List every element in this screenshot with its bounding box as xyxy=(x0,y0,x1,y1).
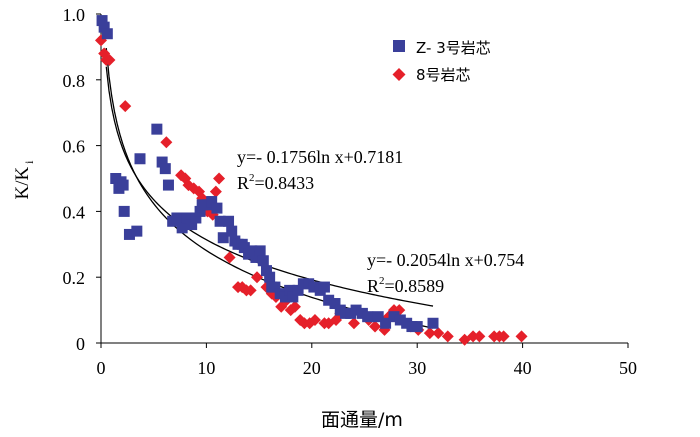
data-point-square xyxy=(181,212,193,224)
legend-label-z3: Z- 3号岩芯 xyxy=(416,39,491,57)
data-point-diamond xyxy=(250,271,263,284)
data-point-diamond xyxy=(209,185,222,198)
data-point-square xyxy=(134,153,146,165)
data-point-square xyxy=(308,281,320,293)
fit-1-r2-exp: 2 xyxy=(249,172,255,184)
x-tick-label: 10 xyxy=(197,358,215,378)
data-point-square xyxy=(362,311,374,323)
data-point-square xyxy=(292,284,304,296)
data-point-square xyxy=(250,251,262,263)
data-point-square xyxy=(380,317,392,329)
data-point-square xyxy=(287,291,299,303)
data-point-diamond xyxy=(369,320,382,333)
data-point-square xyxy=(194,205,206,217)
fit-2-r2: R2=0.8589 xyxy=(367,275,444,296)
fit-2-equation: y=- 0.2054ln x+0.754 xyxy=(367,250,524,270)
data-point-diamond xyxy=(347,317,360,330)
data-point-square xyxy=(156,156,168,168)
data-point-diamond xyxy=(288,300,301,313)
data-point-square xyxy=(411,321,423,333)
x-tick-label: 40 xyxy=(514,358,532,378)
legend-marker-square xyxy=(393,40,405,52)
ticks: 0 10 20 30 40 50 0 0.2 0.4 0.6 0.8 1.0 xyxy=(63,5,638,378)
data-point-square xyxy=(372,311,384,323)
data-point-diamond xyxy=(432,327,445,340)
legend-marker-diamond xyxy=(392,68,406,81)
data-point-square xyxy=(206,196,218,208)
data-point-diamond xyxy=(223,251,236,264)
legend: Z- 3号岩芯 8号岩芯 xyxy=(392,39,491,84)
data-point-square xyxy=(186,219,198,231)
series-z3 xyxy=(96,15,439,333)
data-point-square xyxy=(323,294,335,306)
data-point-square xyxy=(214,215,226,227)
data-point-square xyxy=(226,225,238,237)
data-point-square xyxy=(264,271,276,283)
y-tick-label: 0.4 xyxy=(63,202,86,222)
data-point-square xyxy=(329,298,341,310)
data-point-square xyxy=(394,314,406,326)
data-point-square xyxy=(427,317,439,329)
x-tick-label: 30 xyxy=(408,358,426,378)
data-point-square xyxy=(131,225,143,237)
data-point-square xyxy=(217,232,229,244)
data-point-diamond xyxy=(119,100,132,113)
data-point-diamond xyxy=(497,330,510,343)
data-point-square xyxy=(246,245,258,257)
data-point-square xyxy=(162,179,174,191)
y-tick-label: 1.0 xyxy=(63,5,86,25)
fit-1-equation: y=- 0.1756ln x+0.7181 xyxy=(237,147,403,167)
data-point-diamond xyxy=(473,330,486,343)
data-point-square xyxy=(117,179,129,191)
data-point-diamond xyxy=(244,284,257,297)
data-point-square xyxy=(190,212,202,224)
data-point-square xyxy=(257,255,269,267)
annotation-fit-1: y=- 0.1756ln x+0.7181 R2=0.8433 xyxy=(237,147,403,193)
data-point-square xyxy=(223,215,235,227)
data-point-square xyxy=(260,265,272,277)
data-point-diamond xyxy=(213,172,226,185)
data-point-square xyxy=(123,228,135,240)
y-axis-label: K/Ki xyxy=(12,160,36,200)
data-point-square xyxy=(118,205,130,217)
data-point-diamond xyxy=(515,330,528,343)
data-point-square xyxy=(151,123,163,135)
data-point-square xyxy=(171,212,183,224)
fit-1-r2: R2=0.8433 xyxy=(237,172,314,193)
data-point-square xyxy=(254,245,266,257)
legend-label-8: 8号岩芯 xyxy=(416,66,471,84)
y-axis-label-sub: i xyxy=(22,160,36,164)
data-point-diamond xyxy=(467,330,480,343)
data-point-diamond xyxy=(103,54,116,67)
data-point-square xyxy=(238,242,250,254)
axes xyxy=(100,14,628,344)
data-point-square xyxy=(388,311,400,323)
data-point-square xyxy=(211,202,223,214)
data-point-square xyxy=(98,21,110,33)
data-point-square xyxy=(176,222,188,234)
y-tick-label: 0.6 xyxy=(63,137,86,157)
annotation-fit-2: y=- 0.2054ln x+0.754 R2=0.8589 xyxy=(367,250,524,296)
x-tick-label: 50 xyxy=(619,358,637,378)
fit-2-r2-exp: 2 xyxy=(379,275,385,287)
data-point-square xyxy=(96,15,108,27)
data-point-square xyxy=(350,304,362,316)
data-point-diamond xyxy=(160,136,173,149)
x-tick-label: 20 xyxy=(303,358,321,378)
y-tick-label: 0.8 xyxy=(63,71,86,91)
y-tick-label: 0.2 xyxy=(63,268,86,288)
data-point-square xyxy=(318,281,330,293)
data-point-square xyxy=(159,163,171,175)
data-point-square xyxy=(101,28,113,40)
data-point-diamond xyxy=(441,330,454,343)
data-point-diamond xyxy=(423,327,436,340)
x-axis-label: 面通量/m xyxy=(321,409,403,431)
data-point-square xyxy=(284,284,296,296)
x-tick-label: 0 xyxy=(97,358,106,378)
data-point-diamond xyxy=(308,313,321,326)
y-tick-label: 0 xyxy=(76,334,85,354)
data-point-square xyxy=(279,291,291,303)
data-point-square xyxy=(269,281,281,293)
